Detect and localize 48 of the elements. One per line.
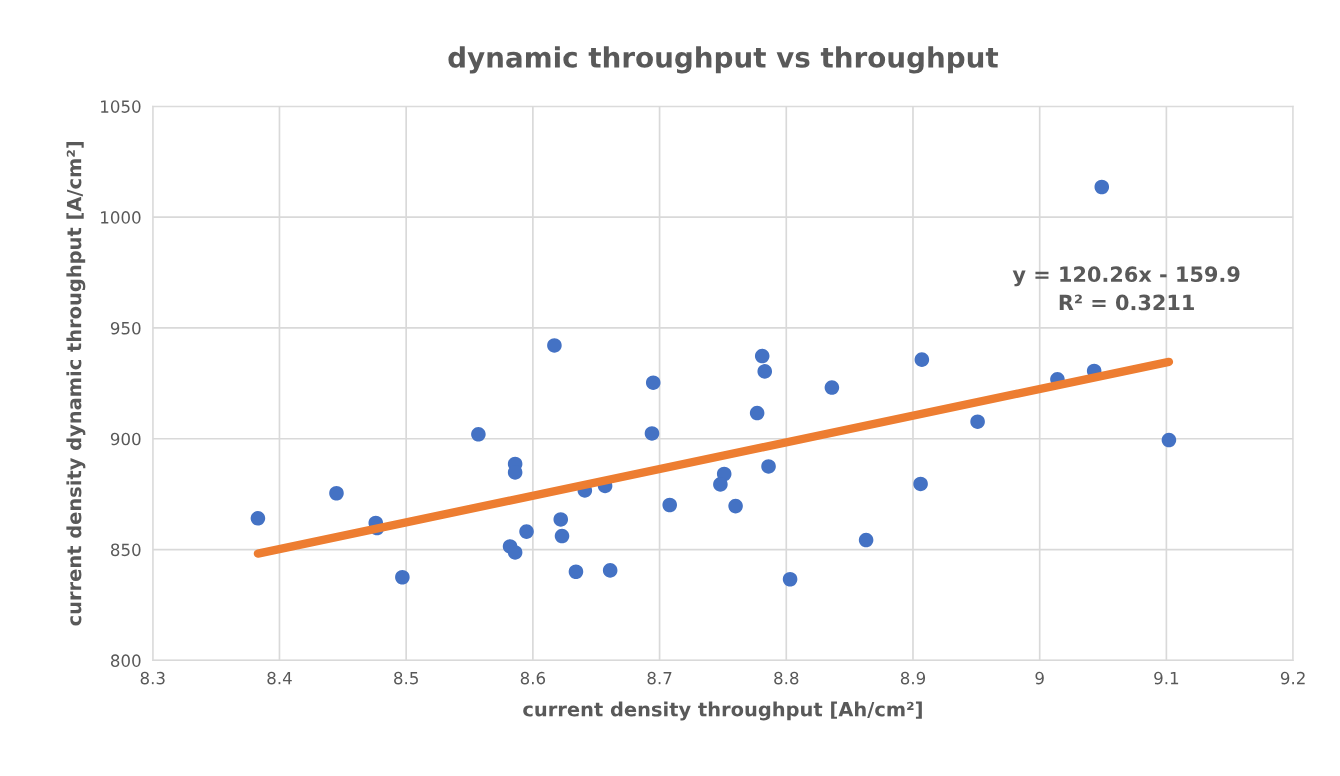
point [602, 563, 618, 578]
point [754, 348, 770, 364]
x-axis-title: current density throughput [Ah/cm²] [523, 701, 922, 721]
point [782, 571, 798, 587]
x-tick-label: 8.5 [394, 671, 418, 685]
point [1161, 432, 1177, 448]
point [970, 414, 985, 429]
point [913, 476, 928, 492]
point [914, 352, 930, 367]
y-tick-label: 800 [110, 654, 141, 667]
y-tick-label: 1000 [101, 211, 141, 224]
x-tick-label: 8.7 [647, 671, 672, 685]
point [713, 477, 728, 492]
point [662, 497, 677, 513]
y-tick-label: 900 [110, 432, 141, 446]
point [645, 375, 661, 390]
y-tick-label: 950 [110, 321, 141, 335]
y-axis-title: current density dynamic throughput [A/cm²] [66, 141, 86, 626]
point [728, 498, 743, 514]
point [749, 405, 765, 421]
x-tick-label: 8.3 [140, 671, 165, 685]
point [507, 545, 523, 560]
point [644, 426, 660, 441]
x-tick-label: 8.6 [520, 671, 546, 685]
x-tick-label: 9.2 [1280, 671, 1305, 685]
x-tick-label: 8.8 [774, 671, 799, 685]
y-tick-label: 850 [110, 543, 141, 557]
point [858, 532, 874, 548]
x-tick-label: 8.4 [267, 671, 292, 685]
point [757, 364, 773, 379]
point [568, 564, 584, 580]
chart-title: dynamic throughput vs throughput [448, 46, 999, 74]
point [1094, 179, 1110, 195]
point [329, 485, 344, 501]
point [519, 524, 534, 539]
x-tick-label: 9 [1035, 671, 1044, 685]
x-tick-label: 9.1 [1154, 671, 1179, 685]
y-tick-label: 1050 [101, 100, 141, 113]
point [547, 338, 562, 353]
point [250, 511, 266, 526]
x-tick-label: 8.9 [900, 671, 926, 685]
point [824, 380, 840, 395]
point [554, 528, 570, 544]
point [553, 512, 569, 527]
point [395, 569, 410, 585]
point [471, 427, 486, 442]
annotation: y = 120.26x - 159.9 R² = 0.3211 [1012, 266, 1240, 311]
point [761, 459, 776, 474]
